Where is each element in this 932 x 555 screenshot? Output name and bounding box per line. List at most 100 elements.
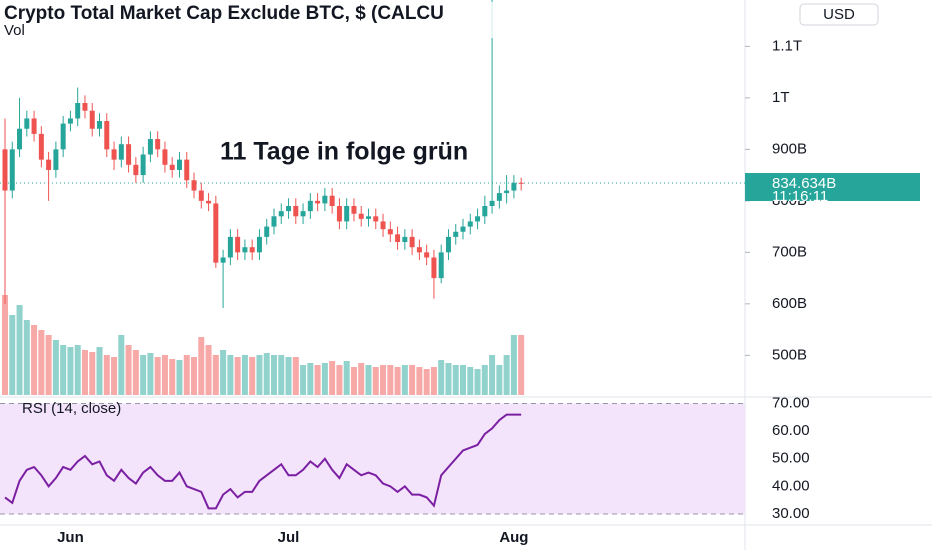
volume-bar (503, 355, 510, 395)
candle-body (227, 236, 233, 258)
volume-bar (372, 367, 379, 395)
y-tick-label: 600B (772, 295, 807, 312)
candle-body (9, 149, 15, 191)
volume-bar (350, 367, 357, 395)
y-tick-label: 500B (772, 346, 807, 363)
volume-bar (438, 360, 445, 395)
candle-body (46, 159, 52, 170)
candle-body (220, 257, 226, 263)
candle-body (395, 234, 401, 243)
candle-body (322, 195, 328, 204)
candle-body (380, 221, 386, 230)
candle-body (344, 205, 350, 222)
rsi-band (0, 403, 745, 514)
volume-bar (67, 347, 74, 395)
candle-body (366, 216, 371, 219)
chart-title: Crypto Total Market Cap Exclude BTC, $ (… (4, 3, 444, 24)
volume-bar (16, 305, 23, 395)
volume-bar (38, 330, 45, 395)
volume-bar (401, 365, 408, 395)
candle-body (104, 121, 110, 150)
x-tick-label: Jun (57, 529, 84, 546)
volume-bar (183, 355, 190, 395)
candle-body (60, 123, 66, 150)
volume-bar (118, 335, 125, 395)
candle-body (133, 164, 139, 176)
volume-bar (31, 325, 38, 395)
volume-bar (241, 355, 248, 395)
volume-bar (329, 361, 336, 395)
candle-body (438, 252, 444, 279)
volume-bar (343, 361, 350, 395)
candle-body (82, 102, 88, 111)
annotation: 11 Tage in folge grün (220, 138, 468, 166)
volume-bar (45, 335, 52, 395)
volume-bar (205, 345, 212, 395)
candle-body (373, 216, 379, 222)
volume-bar (460, 365, 467, 395)
y-tick-label: 1T (772, 89, 790, 106)
title-bg (0, 2, 743, 38)
volume-bar (191, 357, 198, 395)
volume-bar (307, 363, 314, 395)
volume-bar (365, 365, 372, 395)
volume-bar (452, 365, 459, 395)
candle-body (489, 200, 495, 206)
candle-body (17, 128, 23, 150)
volume-bar (416, 367, 423, 395)
candle-body (293, 205, 299, 217)
volume-bar (481, 365, 488, 395)
candle-body (89, 110, 95, 129)
candle-body (2, 149, 8, 191)
volume-bar (270, 355, 277, 395)
candle-body (475, 216, 481, 222)
candle-body (504, 190, 510, 194)
candle-body (387, 229, 393, 235)
volume-bar (336, 365, 343, 395)
candle-body (118, 144, 124, 160)
volume-bar (212, 355, 219, 395)
volume-bar (300, 365, 307, 395)
candle-body (184, 159, 190, 181)
volume-bar (321, 363, 328, 395)
volume-bar (256, 355, 263, 395)
candle-body (307, 200, 313, 212)
candle-body (460, 226, 466, 232)
volume-bar (409, 365, 416, 395)
candle-body (235, 236, 241, 253)
candle-body (358, 213, 364, 219)
candle-body (329, 195, 335, 206)
candle-body (38, 133, 44, 160)
volume-bar (278, 355, 285, 395)
countdown: 11:16:11 (772, 188, 828, 205)
volume-bar (132, 350, 139, 395)
candle-body (256, 236, 262, 253)
candle-body (67, 118, 73, 124)
candle-body (286, 205, 292, 212)
volume-bar (358, 363, 365, 395)
candle-body (496, 193, 502, 201)
candle-body (445, 236, 451, 253)
candle-body (482, 205, 488, 217)
y-tick-label: 1.1T (772, 37, 802, 54)
volume-bar (518, 335, 525, 395)
volume-bar (198, 337, 205, 395)
volume-bar (445, 363, 452, 395)
candle-body (24, 118, 30, 129)
candle-body (264, 226, 270, 237)
volume-bar (263, 353, 270, 395)
volume-bar (140, 355, 147, 395)
currency-button[interactable] (799, 3, 879, 26)
currency-button-label[interactable]: USD (823, 6, 855, 23)
candle-body (140, 154, 146, 176)
volume-bar (496, 365, 503, 395)
volume-bar (111, 357, 118, 395)
volume-bar (314, 365, 321, 395)
rsi-title: RSI (14, close) (22, 400, 121, 417)
volume-bar (103, 355, 110, 395)
volume-bar (430, 367, 437, 395)
candle-body (416, 247, 422, 253)
candle-body (278, 211, 284, 217)
candle-body (351, 205, 357, 214)
candle-body (176, 159, 182, 170)
